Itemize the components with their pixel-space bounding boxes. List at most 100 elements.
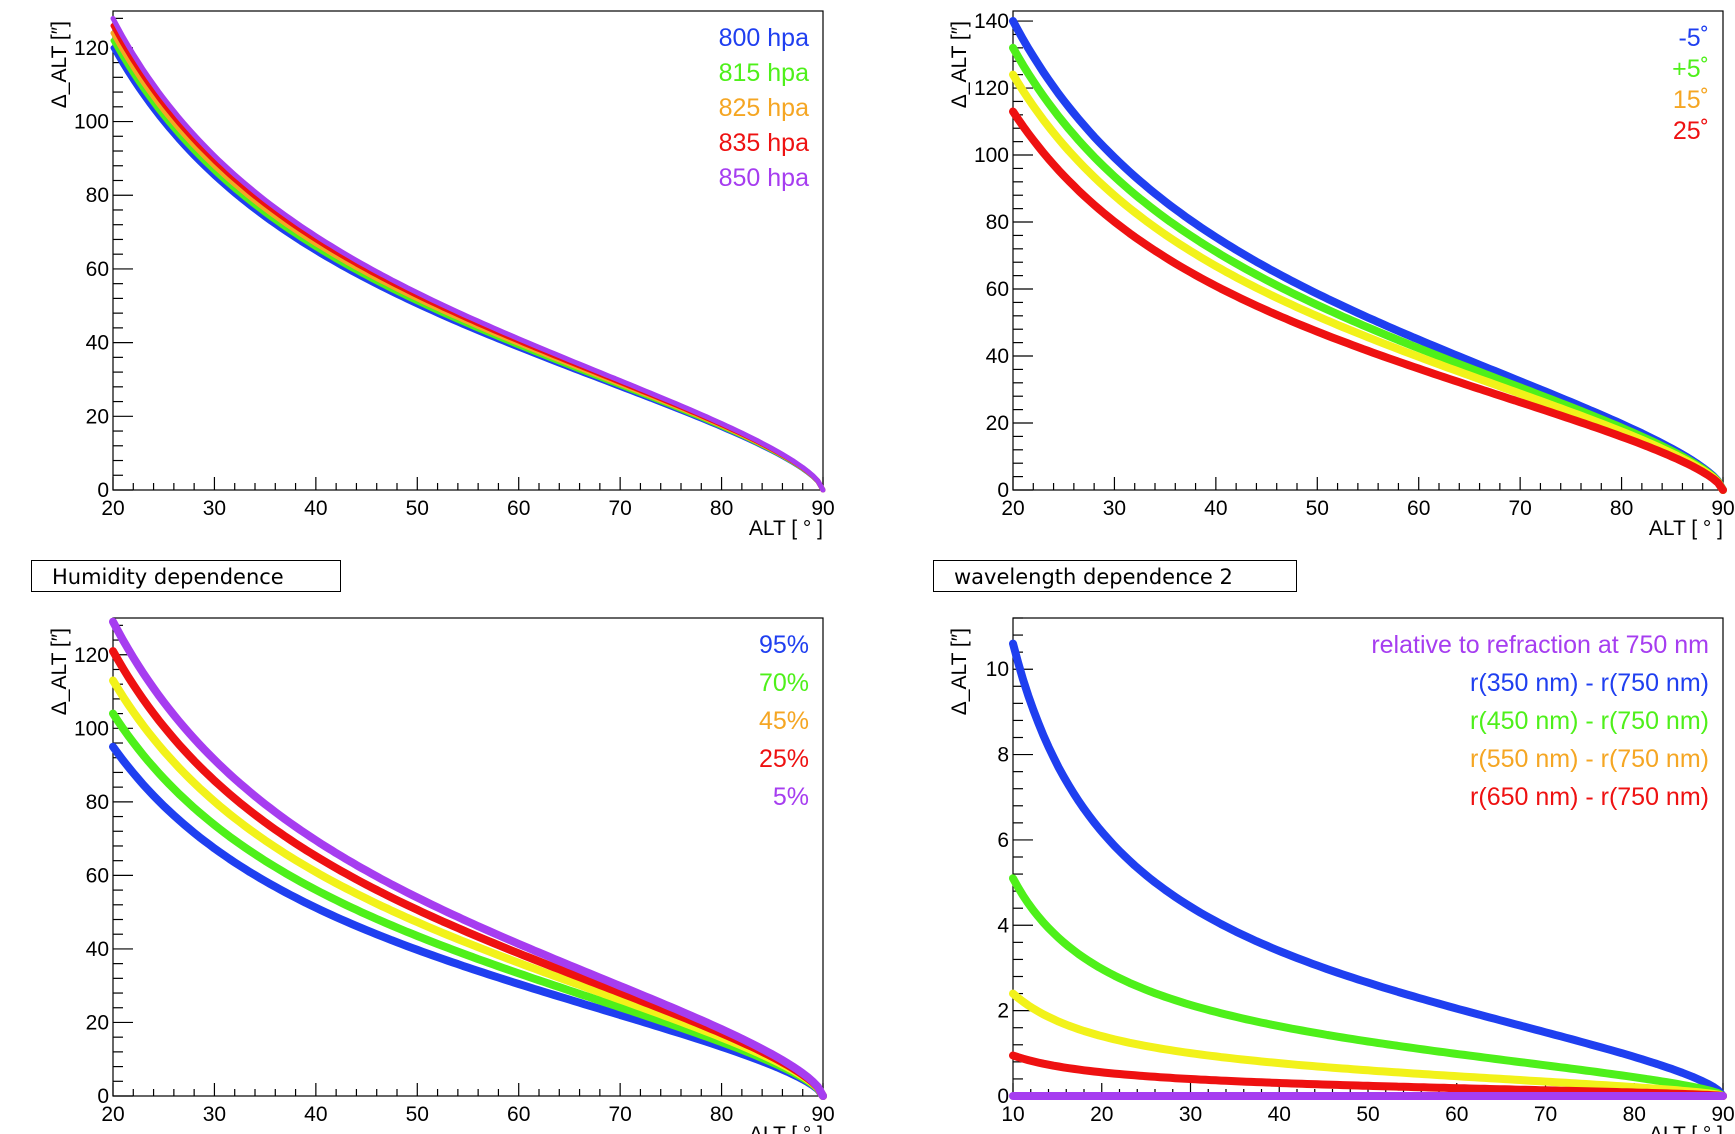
legend-entry: 850 hpa (719, 164, 809, 192)
x-tick-label: 90 (1711, 1103, 1734, 1126)
x-tick-label: 70 (608, 497, 631, 520)
x-tick-label: 20 (1090, 1103, 1113, 1126)
x-tick-label: 30 (1179, 1103, 1202, 1126)
y-tick-label: 2 (997, 1000, 1009, 1023)
x-tick-label: 50 (1356, 1103, 1379, 1126)
y-tick-label: 120 (974, 77, 1009, 100)
x-tick-label: 90 (811, 497, 834, 520)
y-tick-label: 120 (74, 37, 109, 60)
y-tick-label: 20 (86, 405, 109, 428)
series-line (1009, 639, 1727, 1100)
x-axis-label: ALT [ ° ] (1649, 517, 1723, 540)
legend-entry: 45% (759, 707, 809, 735)
y-tick-label: 80 (86, 791, 109, 814)
x-tick-label: 80 (710, 497, 733, 520)
y-tick-label: 0 (97, 1085, 109, 1108)
y-tick-label: 0 (97, 479, 109, 502)
y-tick-label: 8 (997, 744, 1009, 767)
x-tick-label: 30 (203, 1103, 226, 1126)
x-tick-label: 20 (101, 1103, 124, 1126)
y-tick-label: 100 (74, 111, 109, 134)
y-tick-label: 120 (74, 644, 109, 667)
chart-wavelength: 10 20 30 40 50 60 70 80 90 0 2 4 6 8 10 ALT [ ° ] Δ_ALT … (948, 617, 1735, 1134)
series-line (110, 15, 826, 493)
legend-entry: 25˚ (1673, 117, 1709, 145)
series-line (109, 709, 827, 1100)
x-tick-label: 70 (1508, 497, 1531, 520)
y-tick-label: 80 (986, 211, 1009, 234)
x-tick-label: 80 (1623, 1103, 1646, 1126)
x-tick-label: 50 (1306, 497, 1329, 520)
series-line (1009, 107, 1727, 494)
y-tick-label: 60 (986, 278, 1009, 301)
legend-entry: 800 hpa (719, 24, 809, 52)
legend-entry: 835 hpa (719, 129, 809, 157)
y-tick-label: 10 (986, 658, 1009, 681)
legend-entry: 15˚ (1673, 86, 1709, 114)
x-tick-label: 20 (1001, 497, 1024, 520)
y-tick-label: 60 (86, 864, 109, 887)
y-tick-label: 80 (86, 184, 109, 207)
series-line (109, 617, 827, 1100)
series-line (1009, 43, 1727, 494)
x-tick-label: 70 (1534, 1103, 1557, 1126)
y-tick-label: 0 (997, 1085, 1009, 1108)
x-tick-label: 80 (710, 1103, 733, 1126)
y-tick-label: 0 (997, 479, 1009, 502)
x-tick-label: 90 (811, 1103, 834, 1126)
x-tick-label: 30 (203, 497, 226, 520)
legend-entry: 95% (759, 631, 809, 659)
x-axis-label: ALT [ ° ] (749, 517, 823, 540)
legend-entry: 815 hpa (719, 59, 809, 87)
x-tick-label: 50 (406, 497, 429, 520)
legend-entry: r(650 nm) - r(750 nm) (1470, 783, 1709, 811)
y-tick-label: 6 (997, 829, 1009, 852)
legend-entry: 25% (759, 745, 809, 773)
x-tick-label: 50 (406, 1103, 429, 1126)
y-tick-label: 4 (997, 914, 1009, 937)
legend-title: relative to refraction at 750 nm (1371, 631, 1709, 659)
y-tick-label: 100 (74, 717, 109, 740)
y-tick-label: 60 (86, 258, 109, 281)
x-tick-label: 30 (1103, 497, 1126, 520)
plot-frame (1012, 10, 1724, 491)
series-line (1009, 989, 1727, 1100)
y-axis-label: Δ_ALT [″] (48, 21, 71, 108)
series-line (1009, 17, 1727, 494)
panel-title-wavelength: wavelength dependence 2 (933, 560, 1297, 592)
y-tick-label: 140 (974, 10, 1009, 33)
legend-entry: r(350 nm) - r(750 nm) (1470, 669, 1709, 697)
series-line (109, 676, 827, 1100)
legend-entry: -5˚ (1678, 24, 1709, 52)
x-tick-label: 90 (1711, 497, 1734, 520)
x-tick-label: 40 (304, 1103, 327, 1126)
x-tick-label: 60 (507, 1103, 530, 1126)
legend-entry: 825 hpa (719, 94, 809, 122)
legend-entry: r(550 nm) - r(750 nm) (1470, 745, 1709, 773)
x-tick-label: 70 (608, 1103, 631, 1126)
x-axis-label: ALT [ ° ] (749, 1123, 823, 1134)
x-tick-label: 60 (507, 497, 530, 520)
y-tick-label: 40 (86, 938, 109, 961)
y-axis-label: Δ_ALT [″] (948, 21, 971, 108)
x-tick-label: 40 (1268, 1103, 1291, 1126)
plot-frame (112, 617, 824, 1097)
y-tick-label: 40 (86, 332, 109, 355)
legend-entry: 70% (759, 669, 809, 697)
panel-title-humidity: Humidity dependence (31, 560, 341, 592)
y-tick-label: 20 (86, 1011, 109, 1034)
series-line (1009, 1051, 1727, 1100)
y-axis-label: Δ_ALT [″] (48, 628, 71, 715)
x-tick-label: 60 (1445, 1103, 1468, 1126)
x-tick-label: 40 (1204, 497, 1227, 520)
y-axis-label: Δ_ALT [″] (948, 628, 971, 715)
series-line (1009, 874, 1727, 1100)
legend-entry: +5˚ (1672, 55, 1709, 83)
y-tick-label: 40 (986, 345, 1009, 368)
plot-frame (112, 10, 824, 491)
x-tick-label: 60 (1407, 497, 1430, 520)
